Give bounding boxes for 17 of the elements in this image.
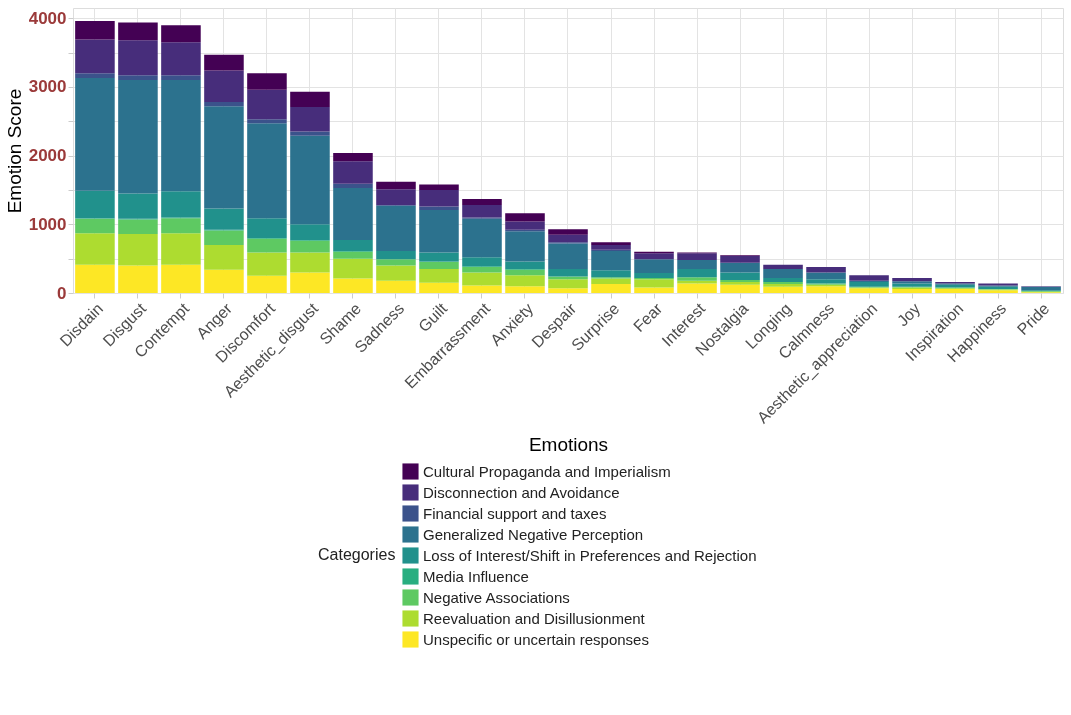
legend-title: Categories bbox=[318, 546, 396, 563]
y-tick-label: 0 bbox=[57, 283, 67, 303]
legend-label: Financial support and taxes bbox=[423, 504, 607, 522]
y-tick-label: 3000 bbox=[28, 77, 67, 97]
legend-label: Unspecific or uncertain responses bbox=[423, 630, 649, 648]
legend-label: Media Influence bbox=[423, 567, 529, 585]
y-tick-label: 4000 bbox=[28, 8, 67, 28]
legend-label: Disconnection and Avoidance bbox=[423, 483, 620, 501]
legend-label: Generalized Negative Perception bbox=[423, 525, 644, 543]
legend-label: Negative Associations bbox=[423, 588, 570, 606]
legend-label: Cultural Propaganda and Imperialism bbox=[423, 462, 671, 480]
y-axis-title: Emotion Score bbox=[3, 88, 25, 214]
x-axis-title: Emotions bbox=[528, 434, 609, 456]
y-tick-label: 2000 bbox=[28, 146, 67, 166]
legend-label: Loss of Interest/Shift in Preferences and Rejection bbox=[423, 546, 757, 564]
y-tick-label: 1000 bbox=[28, 214, 67, 234]
legend-label: Reevaluation and Disillusionment bbox=[423, 609, 646, 627]
